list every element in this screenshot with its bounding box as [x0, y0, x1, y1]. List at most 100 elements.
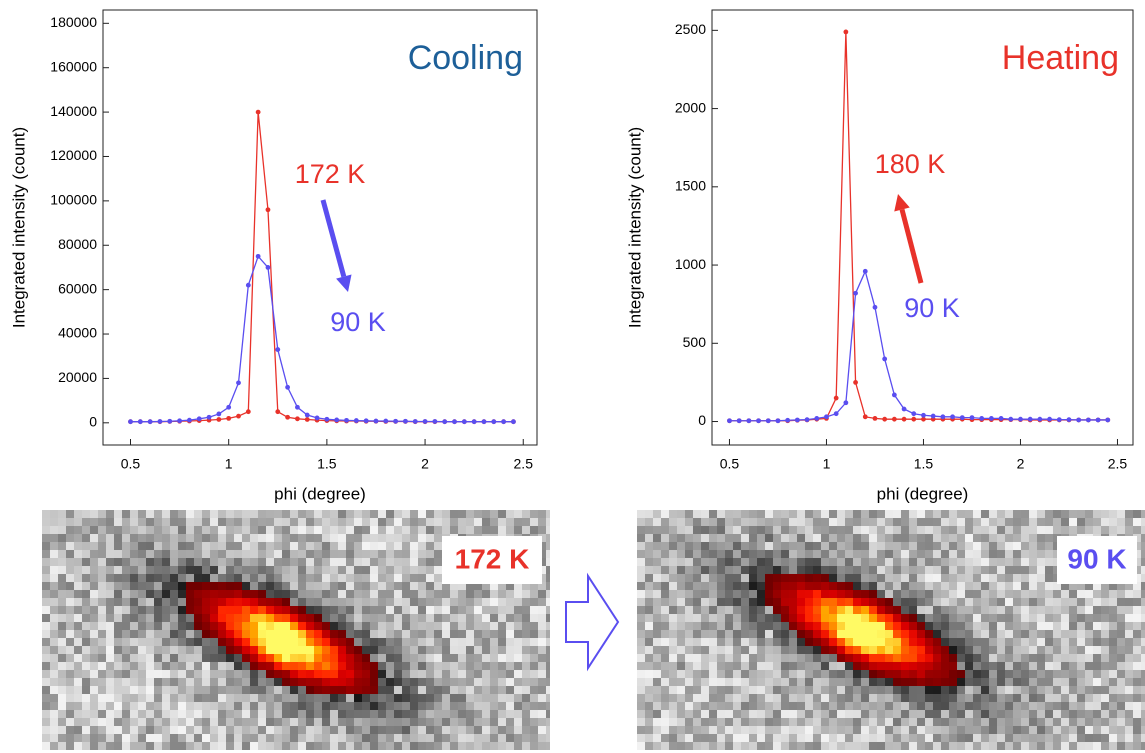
pixel — [837, 702, 845, 710]
pixel — [490, 510, 498, 518]
pixel — [58, 734, 66, 742]
pixel — [813, 734, 821, 742]
pixel — [949, 702, 957, 710]
pixel — [1117, 622, 1125, 630]
pixel — [805, 606, 813, 614]
pixel — [941, 726, 949, 734]
pixel — [386, 718, 394, 726]
pixel — [434, 702, 442, 710]
pixel — [282, 606, 290, 614]
pixel — [90, 534, 98, 542]
pixel — [338, 686, 346, 694]
pixel — [1077, 670, 1085, 678]
pixel — [130, 574, 138, 582]
pixel — [989, 534, 997, 542]
pixel — [146, 686, 154, 694]
pixel — [1133, 614, 1141, 622]
pixel — [506, 678, 514, 686]
pixel — [210, 622, 218, 630]
pixel — [162, 526, 170, 534]
pixel — [845, 574, 853, 582]
pixel — [434, 734, 442, 742]
pixel — [306, 638, 314, 646]
pixel — [661, 582, 669, 590]
pixel — [114, 558, 122, 566]
pixel — [370, 694, 378, 702]
pixel — [1101, 654, 1109, 662]
pixel — [538, 726, 546, 734]
pixel — [1109, 734, 1117, 742]
pixel — [74, 710, 82, 718]
pixel — [258, 718, 266, 726]
pixel — [677, 742, 685, 750]
pixel — [426, 550, 434, 558]
pixel — [1053, 638, 1061, 646]
pixel — [1141, 694, 1145, 702]
pixel — [314, 638, 322, 646]
pixel — [490, 622, 498, 630]
pixel — [1013, 630, 1021, 638]
pixel — [370, 606, 378, 614]
pixel — [186, 550, 194, 558]
pixel — [194, 646, 202, 654]
pixel — [637, 534, 645, 542]
pixel — [178, 534, 186, 542]
pixel — [250, 542, 258, 550]
pixel — [733, 694, 741, 702]
pixel — [546, 670, 550, 678]
pixel — [298, 574, 306, 582]
pixel — [402, 622, 410, 630]
pixel — [853, 622, 861, 630]
pixel — [466, 662, 474, 670]
pixel — [90, 670, 98, 678]
pixel — [861, 654, 869, 662]
pixel — [218, 590, 226, 598]
pixel — [122, 654, 130, 662]
pixel — [354, 734, 362, 742]
pixel — [805, 598, 813, 606]
pixel — [941, 582, 949, 590]
pixel — [917, 702, 925, 710]
pixel — [981, 638, 989, 646]
pixel — [805, 742, 813, 750]
pixel — [298, 630, 306, 638]
pixel — [210, 550, 218, 558]
pixel — [314, 710, 322, 718]
pixel — [290, 646, 298, 654]
pixel — [170, 582, 178, 590]
pixel — [789, 526, 797, 534]
pixel — [1037, 702, 1045, 710]
pixel — [893, 582, 901, 590]
pixel — [709, 518, 717, 526]
pixel — [186, 710, 194, 718]
pixel — [346, 726, 354, 734]
pixel — [482, 718, 490, 726]
pixel — [218, 670, 226, 678]
pixel — [386, 726, 394, 734]
pixel — [645, 606, 653, 614]
pixel — [885, 670, 893, 678]
pixel — [210, 670, 218, 678]
pixel — [1045, 742, 1053, 750]
pixel — [442, 638, 450, 646]
data-point — [442, 419, 447, 424]
pixel — [1045, 622, 1053, 630]
pixel — [789, 566, 797, 574]
pixel — [989, 598, 997, 606]
pixel — [114, 678, 122, 686]
pixel — [1077, 630, 1085, 638]
pixel — [106, 702, 114, 710]
pixel — [893, 678, 901, 686]
y-tick-label: 100000 — [50, 192, 97, 208]
pixel — [981, 606, 989, 614]
pixel — [1045, 646, 1053, 654]
pixel — [546, 702, 550, 710]
pixel — [1133, 630, 1141, 638]
pixel — [434, 558, 442, 566]
pixel — [1093, 670, 1101, 678]
pixel — [1109, 630, 1117, 638]
pixel — [242, 718, 250, 726]
data-point — [892, 393, 897, 398]
pixel — [298, 670, 306, 678]
pixel — [997, 614, 1005, 622]
